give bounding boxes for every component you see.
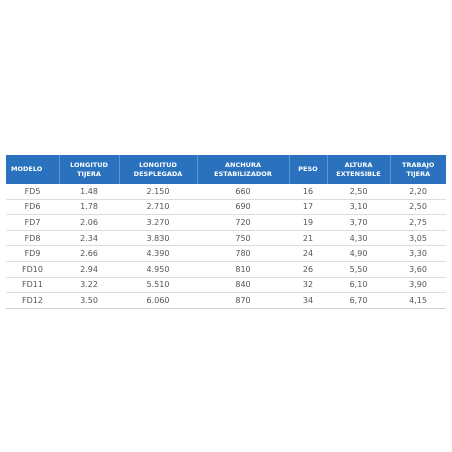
cell-trabajo-tijera: 2,75 (390, 214, 446, 231)
cell-longitud-desplegada: 4.950 (119, 261, 197, 278)
cell-altura-extensible: 6,70 (327, 292, 390, 309)
cell-altura-extensible: 5,50 (327, 261, 390, 278)
cell-longitud-desplegada: 2.150 (119, 184, 197, 200)
cell-peso: 16 (289, 184, 327, 200)
cell-modelo: FD10 (6, 261, 59, 278)
column-header-altura-extensible: ALTURA EXTENSIBLE (326, 155, 390, 184)
cell-longitud-tijera: 2.66 (59, 245, 119, 262)
cell-longitud-tijera: 3.50 (59, 292, 119, 309)
cell-anchura-estabilizador: 870 (197, 292, 289, 309)
cell-altura-extensible: 4,90 (327, 245, 390, 262)
cell-longitud-desplegada: 3.830 (119, 230, 197, 247)
cell-trabajo-tijera: 3,30 (390, 245, 446, 262)
cell-altura-extensible: 2,50 (327, 184, 390, 200)
cell-longitud-desplegada: 3.270 (119, 214, 197, 231)
cell-trabajo-tijera: 3,60 (390, 261, 446, 278)
table-row: FD6 1.78 2.710 690 17 3,10 2,50 (6, 199, 446, 216)
cell-modelo: FD6 (6, 199, 59, 216)
cell-anchura-estabilizador: 810 (197, 261, 289, 278)
cell-trabajo-tijera: 2,20 (390, 184, 446, 200)
cell-anchura-estabilizador: 660 (197, 184, 289, 200)
cell-peso: 17 (289, 199, 327, 216)
cell-peso: 21 (289, 230, 327, 247)
cell-trabajo-tijera: 4,15 (390, 292, 446, 309)
cell-longitud-desplegada: 4.390 (119, 245, 197, 262)
cell-trabajo-tijera: 2,50 (390, 199, 446, 216)
cell-modelo: FD7 (6, 214, 59, 231)
table-row: FD5 1.48 2.150 660 16 2,50 2,20 (6, 184, 446, 200)
table-row: FD7 2.06 3.270 720 19 3,70 2,75 (6, 214, 446, 231)
cell-anchura-estabilizador: 690 (197, 199, 289, 216)
table-header-row: MODELO LONGITUD TIJERA LONGITUD DESPLEGA… (6, 155, 446, 184)
cell-longitud-tijera: 1.48 (59, 184, 119, 200)
cell-modelo: FD12 (6, 292, 59, 309)
cell-anchura-estabilizador: 780 (197, 245, 289, 262)
cell-peso: 19 (289, 214, 327, 231)
column-header-anchura-estabilizador: ANCHURA ESTABILIZADOR (196, 155, 289, 184)
table-row: FD8 2.34 3.830 750 21 4,30 3,05 (6, 230, 446, 247)
cell-modelo: FD11 (6, 277, 59, 294)
cell-peso: 26 (289, 261, 327, 278)
cell-peso: 24 (289, 245, 327, 262)
cell-longitud-desplegada: 6.060 (119, 292, 197, 309)
table-row: FD11 3.22 5.510 840 32 6,10 3,90 (6, 277, 446, 294)
cell-trabajo-tijera: 3,05 (390, 230, 446, 247)
cell-modelo: FD9 (6, 245, 59, 262)
cell-altura-extensible: 3,70 (327, 214, 390, 231)
cell-modelo: FD5 (6, 184, 59, 200)
cell-altura-extensible: 6,10 (327, 277, 390, 294)
cell-longitud-desplegada: 2.710 (119, 199, 197, 216)
column-header-longitud-desplegada: LONGITUD DESPLEGADA (118, 155, 197, 184)
cell-longitud-desplegada: 5.510 (119, 277, 197, 294)
cell-peso: 34 (289, 292, 327, 309)
column-header-peso: PESO (288, 155, 327, 184)
cell-trabajo-tijera: 3,90 (390, 277, 446, 294)
column-header-modelo: MODELO (6, 155, 59, 184)
cell-longitud-tijera: 3.22 (59, 277, 119, 294)
cell-anchura-estabilizador: 840 (197, 277, 289, 294)
cell-longitud-tijera: 2.06 (59, 214, 119, 231)
cell-altura-extensible: 4,30 (327, 230, 390, 247)
cell-peso: 32 (289, 277, 327, 294)
table-row: FD9 2.66 4.390 780 24 4,90 3,30 (6, 245, 446, 262)
table-row: FD12 3.50 6.060 870 34 6,70 4,15 (6, 292, 446, 309)
specifications-table: MODELO LONGITUD TIJERA LONGITUD DESPLEGA… (6, 155, 446, 309)
cell-modelo: FD8 (6, 230, 59, 247)
column-header-trabajo-tijera: TRABAJO TIJERA (389, 155, 446, 184)
column-header-longitud-tijera: LONGITUD TIJERA (58, 155, 119, 184)
cell-altura-extensible: 3,10 (327, 199, 390, 216)
cell-anchura-estabilizador: 750 (197, 230, 289, 247)
cell-longitud-tijera: 1.78 (59, 199, 119, 216)
cell-anchura-estabilizador: 720 (197, 214, 289, 231)
table-row: FD10 2.94 4.950 810 26 5,50 3,60 (6, 261, 446, 278)
cell-longitud-tijera: 2.34 (59, 230, 119, 247)
cell-longitud-tijera: 2.94 (59, 261, 119, 278)
